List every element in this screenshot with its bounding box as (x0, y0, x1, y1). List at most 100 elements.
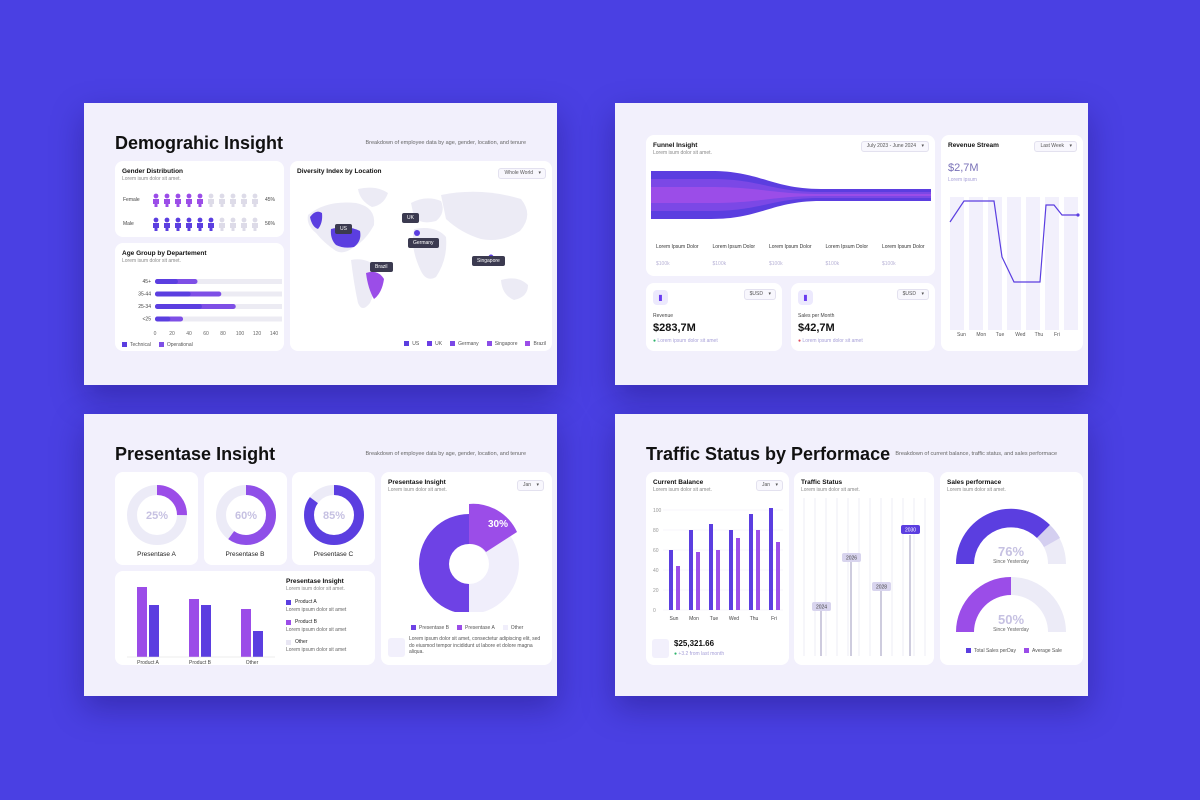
card-subtitle: Lorem isum dolor sit amet. (947, 487, 1006, 493)
balance-bar-chart: 100 80 60 40 20 0 Sun Mon Tue Wed Thu Fri (653, 508, 783, 622)
sales-label: Sales per Month (798, 313, 835, 319)
card-title: Revenue Stream (948, 142, 999, 149)
revenue-card: ▮ $USD Revenue $283,7M ● Lorem ipsum dol… (646, 283, 782, 351)
donut-arc (215, 485, 276, 545)
slide-funnel-revenue: Funnel Insight Lorem isum dolor sit amet… (615, 103, 1088, 385)
gauge-1-label: Since Yesterday (993, 559, 1029, 565)
month-dropdown[interactable]: Jan (516, 480, 544, 491)
age-category-label: 25-34 (138, 304, 151, 310)
currency-dropdown[interactable]: $USD (896, 289, 929, 300)
legend-item-name: Product A (295, 599, 317, 605)
card-subtitle: Lorem isum dolor sit amet. (801, 487, 860, 493)
age-bar-operational (155, 316, 171, 322)
donut-chart: 85% (304, 485, 364, 545)
gauge-1-value: 76% (998, 544, 1024, 559)
current-balance-card: Current Balance Lorem isum dolor sit ame… (646, 472, 789, 665)
funnel-stage-label: Lorem Ipsum Dolor (769, 244, 812, 250)
person-icon (164, 217, 170, 231)
pie-note-swatch (388, 638, 405, 657)
person-icon (197, 193, 203, 207)
product-bar (201, 605, 211, 657)
person-icon (175, 217, 181, 231)
person-icon (219, 193, 225, 207)
gauge-2-label: Since Yesterday (993, 627, 1029, 633)
world-map (307, 187, 528, 308)
balance-bar (749, 514, 753, 610)
funnel-stage-label: Lorem Ipsum Dolor (712, 244, 756, 250)
legend-brazil: Brazil (525, 341, 546, 347)
age-bar-track (155, 316, 282, 322)
y-tick-label: 80 (653, 528, 659, 534)
donut-chart: 25% (127, 485, 187, 545)
legend-average-sale: Average Sale (1023, 648, 1062, 654)
slide-demographic-insight: Demograhic Insight Breakdown of employee… (84, 103, 557, 385)
person-icon (241, 217, 247, 231)
stream-day-label: Fri (1054, 332, 1060, 338)
donut-label: Presentase C (313, 551, 354, 558)
legend-card-title: Presentase Insight (286, 578, 344, 585)
person-icon (186, 217, 192, 231)
day-label: Wed (729, 616, 739, 622)
day-label: Fri (771, 616, 777, 622)
balance-bar (689, 530, 693, 610)
donut-label: Presentase A (137, 551, 176, 558)
card-subtitle: Lorem isum dolor sit amet. (122, 258, 181, 264)
region-dropdown[interactable]: Whole World (498, 168, 546, 179)
stream-day-label: Mon (976, 332, 987, 338)
date-range-dropdown[interactable]: July 2023 - June 2024 (860, 141, 929, 152)
sales-note: ● Lorem ipsum dolor sit amet (798, 338, 863, 344)
revenue-value: $283,7M (653, 322, 696, 334)
person-icon (252, 193, 258, 207)
card-title: Traffic Status (801, 479, 843, 486)
age-category-label: <25 (143, 317, 152, 323)
stream-day-label: Sun (957, 332, 966, 338)
funnel-stage-value: $100k (656, 261, 670, 267)
presentase-pie-card: Presentase Insight Lorem isum dolor sit … (381, 472, 552, 665)
product-bar (189, 599, 199, 657)
sales-performance-card: Sales performace Lorem isum dolor sit am… (940, 472, 1083, 665)
legend-item-name: Other (295, 639, 308, 645)
map-legend: US UK Germany Singapore Brazil (404, 341, 546, 347)
traffic-chart: 2024 2026 2028 2030 (803, 498, 926, 656)
age-category-label: 45+ (143, 279, 152, 285)
donut-value: 60% (234, 510, 256, 522)
age-category-label: 35-44 (138, 292, 151, 298)
year-2024: 2024 (816, 605, 827, 611)
age-tick-label: 80 (220, 331, 226, 337)
age-tick-label: 0 (154, 331, 157, 337)
legend-uk: UK (427, 341, 442, 347)
legend-presentase-a: Presentase A (457, 625, 495, 631)
y-tick-label: 0 (653, 608, 656, 614)
year-2028: 2028 (876, 585, 887, 591)
person-icon (164, 193, 170, 207)
balance-bar (769, 508, 773, 610)
balance-bar (729, 530, 733, 610)
donut-label: Presentase B (225, 551, 265, 558)
bar-chart-icon: ▮ (798, 290, 813, 305)
age-tick-label: 100 (236, 331, 245, 337)
slide-subtitle: Breakdown of employee data by age, gende… (365, 451, 526, 457)
card-title: Funnel Insight (653, 142, 698, 149)
y-tick-label: 100 (653, 508, 662, 514)
balance-bar (676, 566, 680, 610)
product-label: Product A (137, 660, 159, 665)
balance-bar (736, 538, 740, 610)
funnel-stage-label: Lorem Ipsum Dolor (882, 244, 925, 250)
person-icon (252, 217, 258, 231)
legend-item-text: Lorem ipsum dolor sit amet (286, 627, 347, 633)
age-tick-label: 120 (253, 331, 262, 337)
y-tick-label: 40 (653, 568, 659, 574)
legend-total-sales: Total Sales perDay (966, 648, 1016, 654)
currency-dropdown[interactable]: $USD (743, 289, 776, 300)
person-icon (186, 193, 192, 207)
funnel-stage-label: Lorem Ipsum Dolor (656, 244, 699, 250)
diversity-map-card: Diversity Index by Location Whole World (290, 161, 552, 351)
product-bar (253, 631, 263, 657)
donut-card: 60% Presentase B (203, 472, 287, 565)
product-label: Other (246, 660, 259, 665)
legend-us: US (404, 341, 419, 347)
month-dropdown[interactable]: Jan (755, 480, 783, 491)
card-title: Age Group by Departement (122, 250, 207, 257)
period-dropdown[interactable]: Last Week (1034, 141, 1077, 152)
pie-note-text: Lorem ipsum dolor sit amet, consectetur … (409, 636, 541, 655)
